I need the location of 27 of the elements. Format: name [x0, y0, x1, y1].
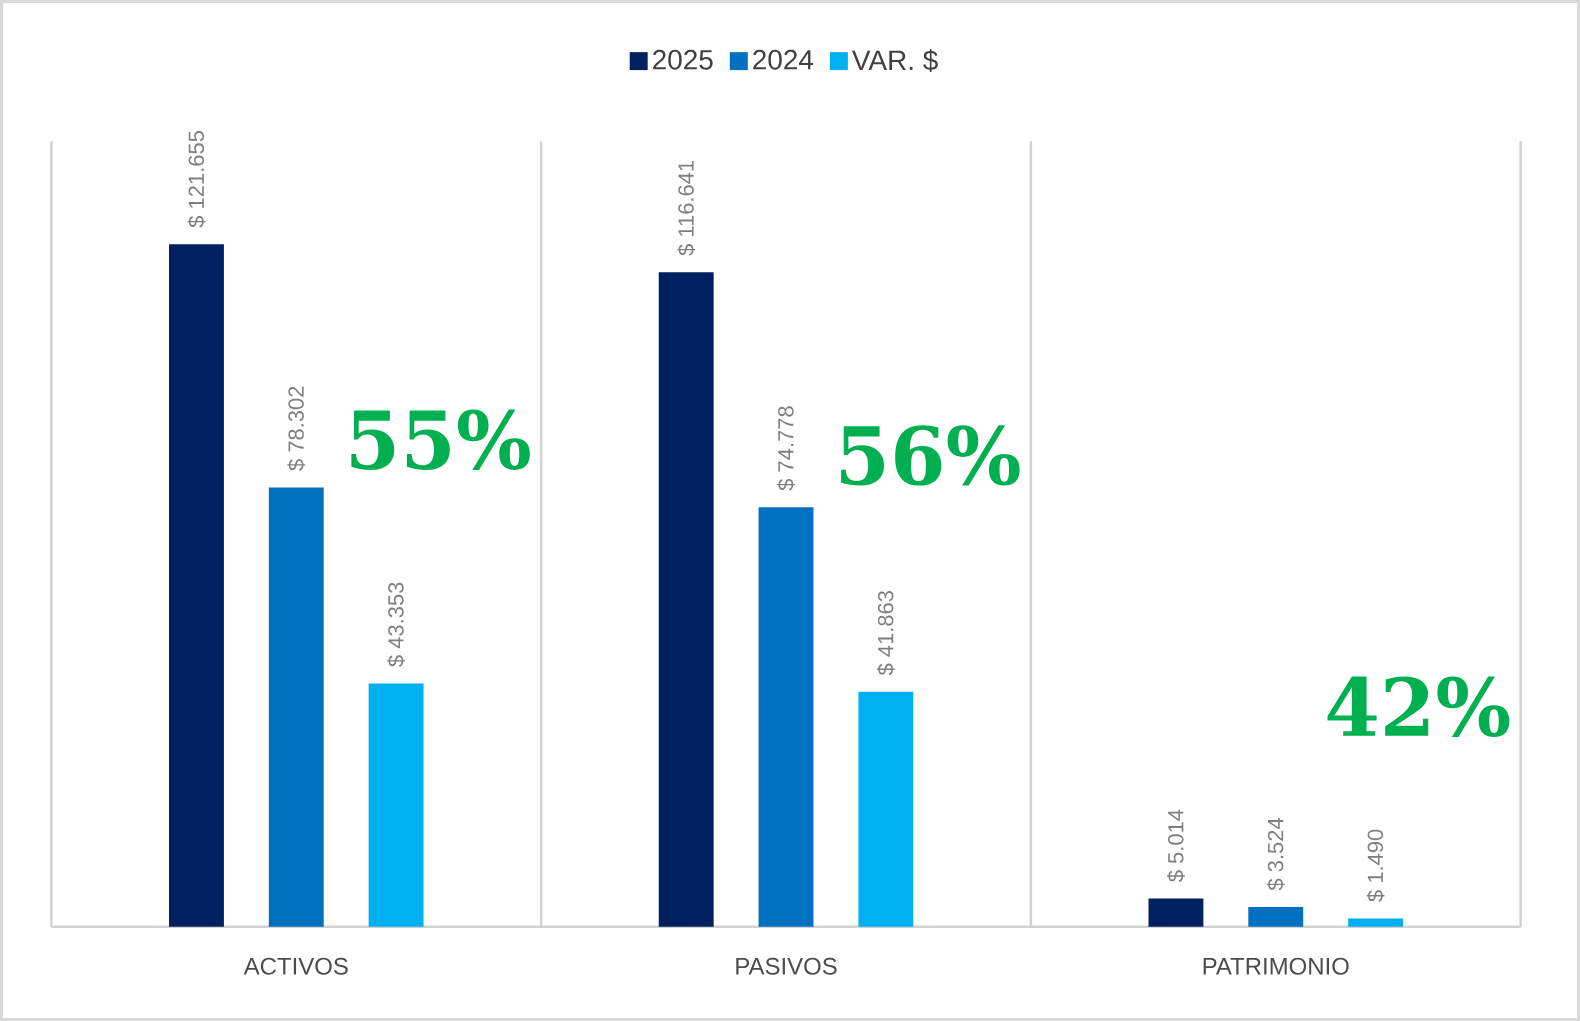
- annotation: 56%: [841, 425, 1020, 486]
- bar: [368, 683, 424, 927]
- data-label: $ 78.302: [287, 386, 306, 471]
- x-tick-label: ACTIVOS: [243, 957, 348, 975]
- bar: [169, 244, 224, 927]
- data-label: $ 41.863: [876, 590, 895, 676]
- data-label: $ 5.014: [1167, 809, 1185, 882]
- data-label: $ 74.778: [777, 406, 795, 491]
- data-label: $ 3.524: [1266, 817, 1285, 891]
- bar: [1148, 898, 1204, 927]
- annotation: 42%: [1327, 676, 1510, 737]
- bar: [758, 507, 814, 927]
- data-label: $ 121.655: [187, 131, 206, 228]
- annotation: 55%: [351, 409, 530, 470]
- data-label: $ 116.641: [677, 160, 696, 256]
- legend-label: VAR. $: [851, 49, 938, 72]
- legend-label: 2025: [653, 49, 713, 70]
- bar: [1348, 918, 1404, 927]
- bar: [268, 487, 324, 927]
- legend-label: 2024: [753, 49, 814, 70]
- data-label: $ 43.353: [387, 582, 405, 667]
- x-tick-label: PATRIMONIO: [1203, 957, 1349, 975]
- data-label: $ 1.490: [1366, 829, 1385, 902]
- bar: [1248, 906, 1304, 927]
- bar: [658, 272, 714, 927]
- bar: [858, 691, 914, 927]
- x-tick-label: PASIVOS: [736, 957, 837, 975]
